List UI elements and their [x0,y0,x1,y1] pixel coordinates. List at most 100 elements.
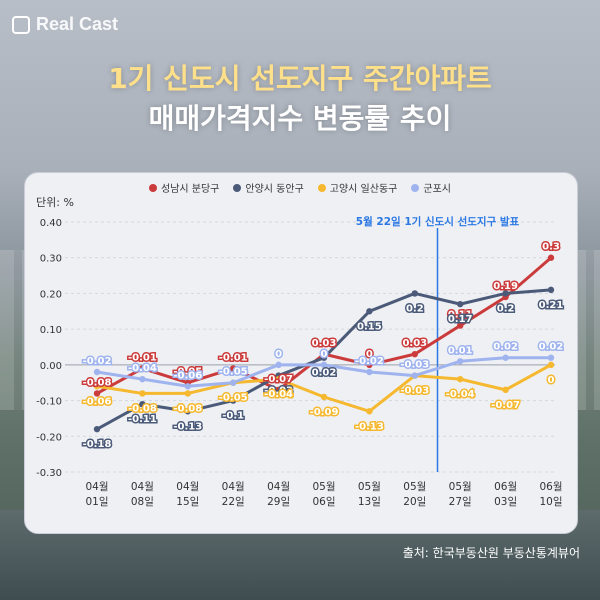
data-label: -0.01 [128,352,157,363]
data-point [366,308,373,315]
data-label: -0.01 [219,352,248,363]
x-tick-label: 04월 08일 [131,481,154,508]
data-label: -0.08 [128,403,157,414]
y-tick-label: -0.20 [36,432,62,443]
data-point [275,375,282,383]
unit-label: 단위: % [36,196,74,209]
y-tick-label: 0.20 [40,289,62,300]
source-note: 출처: 한국부동산원 부동산통계뷰어 [402,546,580,560]
chart-card [24,172,578,534]
data-point [93,425,101,433]
data-label: -0.09 [310,407,339,418]
data-point [366,361,373,369]
legend-item: 성남시 분당구 [149,180,219,195]
data-label: 0.21 [539,300,564,311]
legend-label: 성남시 분당구 [161,184,220,195]
data-label: -0.05 [219,393,248,404]
data-label: -0.13 [173,421,202,432]
x-tick-label: 04월 29일 [267,481,290,508]
title-line-1: 1기 신도시 선도지구 주간아파트 [108,62,492,95]
data-label: 0.01 [448,345,473,356]
data-label: -0.04 [264,389,293,400]
data-point [275,361,282,369]
y-tick-label: -0.10 [36,397,62,408]
data-point [366,368,373,376]
data-point [184,383,191,390]
announcement-label: 5월 22일 1기 신도시 선도지구 발표 [356,215,520,228]
data-point [139,365,146,372]
data-point [139,390,146,397]
legend-swatch [411,183,420,192]
data-label: -0.11 [128,414,157,425]
x-tick-label: 04월 15일 [176,481,199,508]
brand-logo: Real Cast [12,14,118,35]
brand-name: Real Cast [36,14,119,34]
data-label: 0 [366,349,373,360]
data-label: -0.06 [83,396,112,407]
data-point [93,390,101,397]
data-label: -0.07 [491,400,520,411]
x-tick-label: 06월 03일 [494,481,517,508]
data-point [275,386,282,394]
title-line-2: 매매가격지수 변동률 추이 [148,102,452,135]
data-point [184,408,191,415]
data-label: -0.03 [400,386,429,397]
data-point [411,290,418,297]
x-tick-label: 04월 22일 [222,481,245,508]
legend-swatch [317,183,326,192]
data-point [230,379,237,386]
legend-label: 군포시 [423,184,451,195]
y-tick-label: -0.30 [36,468,62,479]
data-point [139,375,146,383]
data-label: -0.1 [222,411,244,422]
data-label: 0.02 [539,342,564,353]
data-label: -0.06 [173,370,202,381]
legend-label: 고양시 일산동구 [329,184,398,195]
data-point [457,322,464,329]
y-tick-label: 0.10 [40,325,62,336]
legend-label: 안양시 동안구 [245,184,304,195]
data-label: 0.11 [448,310,473,321]
logo-icon [12,15,30,34]
legend-item: 고양시 일산동구 [317,180,398,195]
data-point [93,368,101,376]
data-point [366,408,373,415]
data-point [457,358,464,365]
data-point [547,286,555,294]
legend-swatch [233,183,242,192]
data-point [547,254,555,261]
data-label: -0.05 [173,367,202,378]
legend-item: 군포시 [411,180,451,195]
x-tick-label: 05월 27일 [449,481,472,508]
data-point [502,354,509,361]
data-label: -0.08 [83,377,112,388]
data-label: -0.04 [128,363,157,374]
legend-item: 안양시 동안구 [233,180,304,195]
data-label: -0.07 [264,374,293,385]
x-tick-label: 05월 20일 [403,481,426,508]
data-point [502,290,509,297]
data-point [457,375,464,383]
data-point [320,393,328,401]
data-point [184,390,191,397]
x-tick-label: 06월 10일 [539,481,562,508]
data-label: -0.04 [446,389,475,400]
data-label: -0.03 [400,360,429,371]
x-tick-label: 04월 01일 [85,481,108,508]
data-label: 0.03 [312,338,337,349]
data-label: -0.05 [219,367,248,378]
data-point [547,354,555,361]
data-label: 0.02 [493,342,518,353]
x-tick-label: 05월 13일 [358,481,381,508]
data-label: 0.02 [312,368,337,379]
data-label: 0 [275,349,282,360]
legend-swatch [149,183,157,192]
data-label: -0.02 [355,356,384,367]
data-label: 0.2 [406,303,424,314]
data-label: -0.03 [264,386,293,397]
data-label: 0.03 [402,338,427,349]
data-label: 0.19 [493,281,518,292]
data-point [230,365,237,372]
data-label: -0.18 [83,439,112,450]
